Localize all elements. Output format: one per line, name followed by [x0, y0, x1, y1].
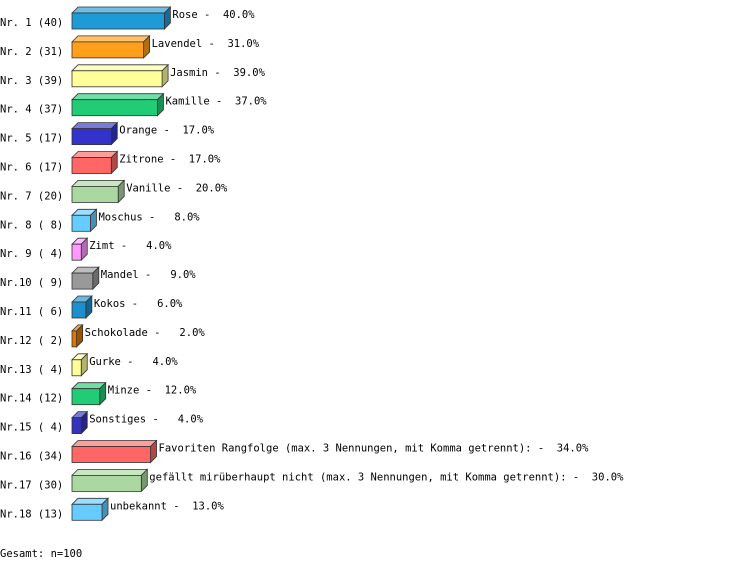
bar — [71, 99, 158, 117]
total-note: Gesamt: n=100 — [0, 548, 82, 560]
category-label: Nr.14 (12) — [0, 393, 63, 405]
value-label: Kokos - 6.0% — [94, 298, 183, 310]
value-label: Orange - 17.0% — [119, 125, 215, 137]
bar — [71, 388, 101, 406]
bar-top — [71, 440, 158, 447]
bar — [71, 330, 78, 348]
value-label: Lavendel - 31.0% — [152, 38, 260, 50]
bar-top — [71, 468, 149, 476]
value-label: Mandel - 9.0% — [101, 269, 197, 281]
category-label: Nr.17 (30) — [0, 479, 63, 491]
category-label: Nr.12 ( 2) — [0, 335, 63, 347]
bar — [71, 446, 151, 463]
bar — [71, 417, 82, 435]
value-label: Schokolade - 2.0% — [85, 327, 206, 339]
bar — [71, 12, 165, 30]
value-label: Favoriten Rangfolge (max. 3 Nennungen, m… — [159, 443, 590, 455]
bar-top — [71, 179, 126, 187]
value-label: Kamille - 37.0% — [165, 96, 267, 108]
category-label: Nr. 7 (20) — [0, 190, 63, 202]
value-label: Moschus - 8.0% — [98, 211, 200, 223]
value-label: Gurke - 4.0% — [89, 356, 178, 368]
category-label: Nr.18 (13) — [0, 508, 63, 520]
value-label: Rose - 40.0% — [172, 9, 255, 21]
bar — [71, 185, 119, 203]
value-label: Vanille - 20.0% — [126, 182, 228, 194]
bar-top — [71, 35, 151, 43]
category-label: Nr.15 ( 4) — [0, 422, 63, 434]
category-label: Nr. 8 ( 8) — [0, 219, 63, 231]
bar-top — [71, 151, 119, 158]
category-label: Nr.13 ( 4) — [0, 364, 63, 376]
category-label: Nr. 4 (37) — [0, 104, 63, 116]
category-label: Nr. 6 (17) — [0, 162, 63, 174]
bar — [71, 128, 112, 146]
bar — [71, 272, 94, 290]
bar — [71, 243, 82, 261]
category-label: Nr. 2 (31) — [0, 46, 63, 58]
bar-top — [71, 6, 172, 14]
category-label: Nr.11 ( 6) — [0, 306, 63, 318]
category-label: Nr. 9 ( 4) — [0, 248, 63, 260]
bar — [71, 474, 142, 492]
value-label: Zitrone - 17.0% — [119, 154, 221, 166]
bar — [71, 214, 91, 232]
bar — [71, 503, 103, 521]
category-label: Nr. 3 (39) — [0, 75, 63, 87]
bar-top — [71, 93, 165, 101]
bar — [71, 70, 163, 88]
value-label: Zimt - 4.0% — [89, 240, 172, 252]
value-label: unbekannt - 13.0% — [110, 500, 224, 512]
value-label: Sonstiges - 4.0% — [89, 414, 203, 426]
value-label: gefällt mirüberhaupt nicht (max. 3 Nennu… — [149, 471, 624, 483]
bar-top — [71, 122, 119, 130]
bar — [71, 157, 112, 174]
bar — [71, 41, 145, 59]
category-label: Nr.16 (34) — [0, 451, 63, 463]
bar — [71, 301, 87, 319]
category-label: Nr. 1 (40) — [0, 17, 63, 29]
category-label: Nr. 5 (17) — [0, 133, 63, 145]
category-label: Nr.10 ( 9) — [0, 277, 63, 289]
bar-top — [71, 64, 170, 72]
bar — [71, 359, 82, 377]
value-label: Jasmin - 39.0% — [170, 67, 266, 79]
value-label: Minze - 12.0% — [108, 385, 197, 397]
